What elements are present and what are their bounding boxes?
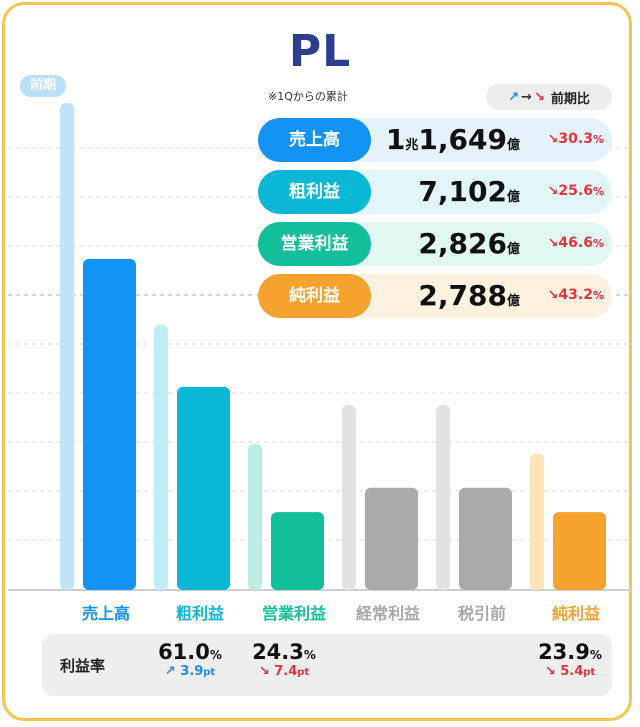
margin-diff: ↗ 3.9pt xyxy=(140,664,240,679)
card-unit: 億 xyxy=(506,242,520,257)
card-value-number: 7,102 xyxy=(418,175,507,208)
margin-rate: 24.3% xyxy=(234,640,334,664)
margin-rate-value: 23.9 xyxy=(538,640,590,664)
card-value: 7,102億 xyxy=(418,175,520,208)
card-value-number: 2,788 xyxy=(418,279,507,312)
down-arrow-icon: ↘ xyxy=(547,236,559,251)
down-arrow-icon: ↘ xyxy=(547,132,559,147)
summary-cards: 売上高 1兆1,649億 ↘30.3% 粗利益 7,102億 ↘25.6% 営業… xyxy=(258,118,612,326)
margin-rate: 23.9% xyxy=(520,640,620,664)
margin-rate: 61.0% xyxy=(140,640,240,664)
card-value: 1兆1,649億 xyxy=(386,123,520,156)
bar-previous xyxy=(154,324,168,590)
card-operating-profit: 営業利益 2,826億 ↘46.6% xyxy=(258,222,612,266)
card-value-number: 1,649 xyxy=(418,123,507,156)
bar-previous xyxy=(60,103,74,590)
margin-rate-pct: % xyxy=(589,648,602,662)
card-change-value: 30.3 xyxy=(558,131,593,147)
card-unit-trillion: 兆 xyxy=(405,138,419,153)
margin-diff-value: 7.4 xyxy=(274,664,298,679)
card-value-trillion: 1 xyxy=(385,123,406,156)
legend: ↗ → ↘ 前期比 xyxy=(486,84,612,110)
previous-period-tag: 前期 xyxy=(20,75,66,97)
margin-diff: ↘ 5.4pt xyxy=(520,664,620,679)
bar-previous xyxy=(436,404,450,590)
bar-current xyxy=(459,487,512,590)
up-arrow-icon: ↗ xyxy=(164,664,176,679)
down-arrow-icon: ↘ xyxy=(258,664,270,679)
card-change-pct: % xyxy=(592,185,604,198)
x-label-gross-profit: 粗利益 xyxy=(175,604,224,623)
margin-gross: 61.0% ↗ 3.9pt xyxy=(140,640,240,679)
margin-row xyxy=(42,634,612,696)
card-net-profit: 純利益 2,788億 ↘43.2% xyxy=(258,274,612,318)
x-label-net-profit: 純利益 xyxy=(551,604,600,623)
card-gross-profit: 粗利益 7,102億 ↘25.6% xyxy=(258,170,612,214)
card-change: ↘43.2% xyxy=(548,287,604,303)
down-arrow-icon: ↘ xyxy=(544,664,556,679)
card-change: ↘30.3% xyxy=(548,131,604,147)
bar-chart xyxy=(8,103,632,591)
card-unit: 億 xyxy=(506,190,520,205)
card-change-value: 25.6 xyxy=(558,183,593,199)
down-arrow-icon: ↘ xyxy=(533,89,545,105)
bar-current xyxy=(177,386,230,590)
down-arrow-icon: ↘ xyxy=(547,288,559,303)
margin-rate-value: 24.3 xyxy=(252,640,304,664)
card-change-value: 43.2 xyxy=(558,287,593,303)
card-change-pct: % xyxy=(592,133,604,146)
bar-previous xyxy=(342,404,356,590)
margin-diff-unit: pt xyxy=(297,667,310,678)
page-title: PL xyxy=(288,26,352,77)
margin-diff-value: 5.4 xyxy=(560,664,584,679)
x-label-pretax: 税引前 xyxy=(457,604,506,623)
legend-label: 前期比 xyxy=(550,91,590,107)
margin-diff: ↘ 7.4pt xyxy=(234,664,334,679)
card-change-value: 46.6 xyxy=(558,235,593,251)
card-change: ↘25.6% xyxy=(548,183,604,199)
up-arrow-icon: ↗ xyxy=(508,89,520,105)
card-value: 2,788億 xyxy=(418,279,520,312)
margin-label: 利益率 xyxy=(60,657,106,675)
bar-current xyxy=(365,487,418,590)
card-change-pct: % xyxy=(592,289,604,302)
down-arrow-icon: ↘ xyxy=(547,184,559,199)
margin-diff-unit: pt xyxy=(203,667,216,678)
card-unit: 億 xyxy=(506,294,520,309)
card-label: 売上高 xyxy=(258,118,371,162)
card-label: 営業利益 xyxy=(258,222,371,266)
margin-rate-value: 61.0 xyxy=(158,640,210,664)
flat-arrow-icon: → xyxy=(521,89,532,105)
margin-rate-pct: % xyxy=(303,648,316,662)
card-change: ↘46.6% xyxy=(548,235,604,251)
card-change-pct: % xyxy=(592,237,604,250)
card-value: 2,826億 xyxy=(418,227,520,260)
x-label-sales: 売上高 xyxy=(81,604,130,623)
margin-rate-pct: % xyxy=(209,648,222,662)
bar-current xyxy=(83,258,136,590)
card-sales: 売上高 1兆1,649億 ↘30.3% xyxy=(258,118,612,162)
x-label-ordinary-profit: 経常利益 xyxy=(355,604,420,623)
margin-operating: 24.3% ↘ 7.4pt xyxy=(234,640,334,679)
x-label-operating-profit: 営業利益 xyxy=(261,604,326,623)
card-value-number: 2,826 xyxy=(418,227,507,260)
card-label: 純利益 xyxy=(258,274,371,318)
bar-current xyxy=(271,512,324,590)
card-unit: 億 xyxy=(506,138,520,153)
margin-diff-unit: pt xyxy=(583,667,596,678)
bar-previous xyxy=(248,443,262,590)
subtitle: ※1Qからの累計 xyxy=(268,90,348,103)
margin-net: 23.9% ↘ 5.4pt xyxy=(520,640,620,679)
margin-diff-value: 3.9 xyxy=(180,664,204,679)
bar-previous xyxy=(530,453,544,590)
bar-current xyxy=(553,512,606,590)
card-label: 粗利益 xyxy=(258,170,371,214)
